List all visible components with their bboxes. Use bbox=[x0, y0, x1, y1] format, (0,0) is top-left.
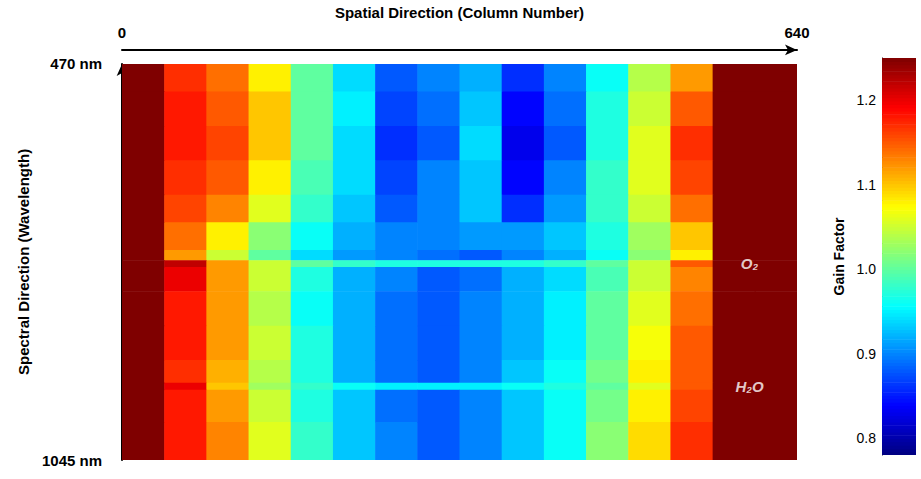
svg-text:O₂: O₂ bbox=[741, 255, 759, 272]
svg-text:H₂O: H₂O bbox=[735, 378, 764, 395]
svg-text:0.9: 0.9 bbox=[857, 346, 877, 362]
svg-text:1.1: 1.1 bbox=[857, 177, 877, 193]
svg-text:Spatial Direction (Column Numb: Spatial Direction (Column Number) bbox=[335, 4, 584, 21]
svg-text:1045 nm: 1045 nm bbox=[42, 452, 102, 469]
svg-text:470 nm: 470 nm bbox=[50, 55, 102, 72]
svg-text:1.2: 1.2 bbox=[857, 92, 877, 108]
svg-text:Gain Factor: Gain Factor bbox=[831, 217, 847, 295]
svg-text:640: 640 bbox=[784, 24, 809, 41]
svg-text:0: 0 bbox=[118, 24, 126, 41]
svg-text:1.0: 1.0 bbox=[857, 261, 877, 277]
svg-text:0.8: 0.8 bbox=[857, 430, 877, 446]
svg-text:Spectral Direction (Wavelength: Spectral Direction (Wavelength) bbox=[15, 149, 32, 375]
